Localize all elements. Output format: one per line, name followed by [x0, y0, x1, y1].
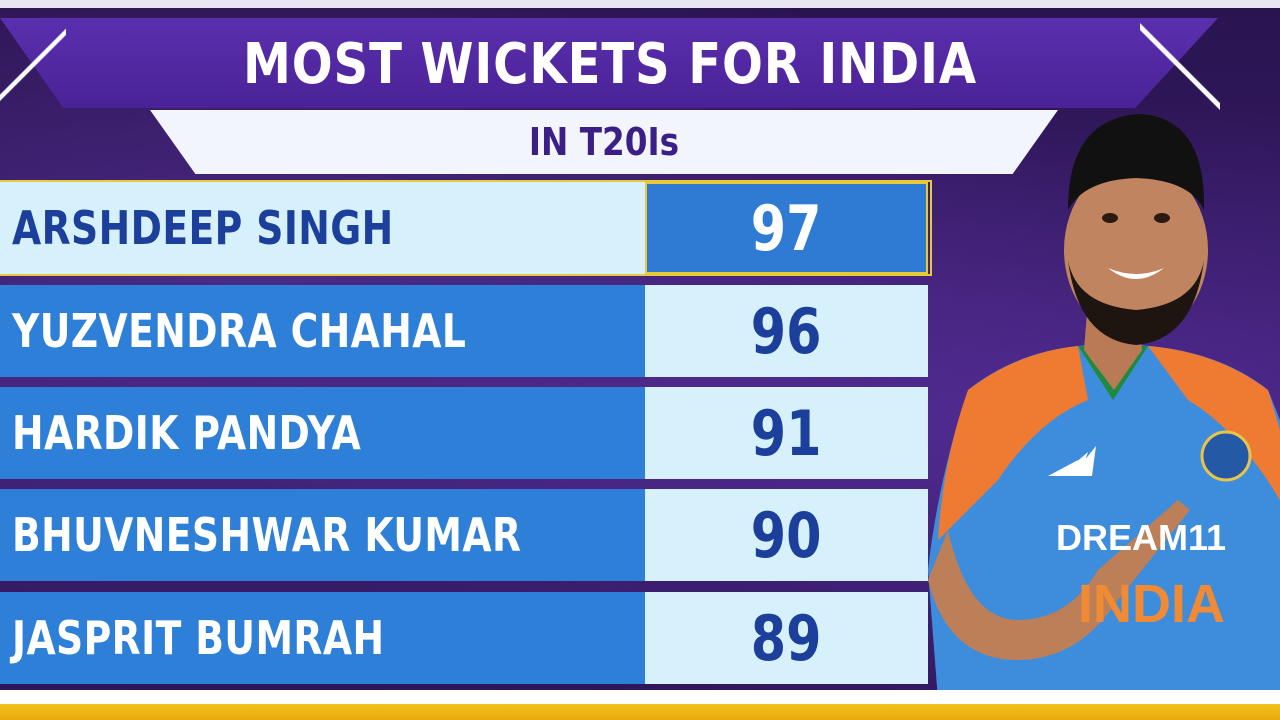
wickets-value: 97: [751, 191, 822, 265]
player-illustration: DREAM11 INDIA: [928, 114, 1280, 700]
jersey-sponsor: DREAM11: [1056, 517, 1226, 558]
banner-edge-left: [0, 18, 66, 110]
player-name: BHUVNESHWAR KUMAR: [12, 508, 522, 562]
player-name-cell: YUZVENDRA CHAHAL: [0, 285, 645, 377]
page-title: MOST WICKETS FOR INDIA: [242, 31, 978, 97]
eye-right: [1154, 213, 1170, 223]
player-name: ARSHDEEP SINGH: [12, 201, 394, 255]
player-name-cell: BHUVNESHWAR KUMAR: [0, 489, 645, 581]
player-name: JASPRIT BUMRAH: [12, 611, 385, 665]
arm: [928, 500, 1190, 660]
player-name-cell: ARSHDEEP SINGH: [0, 182, 645, 274]
beard: [1068, 260, 1204, 345]
table-row: ARSHDEEP SINGH 97: [0, 180, 932, 276]
wickets-value: 91: [751, 396, 822, 470]
table-row: HARDIK PANDYA 91: [0, 387, 930, 479]
wickets-cell: 96: [645, 285, 928, 377]
bottom-bar: [0, 690, 1280, 720]
wickets-cell: 90: [645, 489, 928, 581]
wickets-value: 96: [751, 294, 822, 368]
jersey-shoulder-left: [938, 346, 1088, 540]
smile: [1108, 268, 1164, 279]
wickets-cell: 91: [645, 387, 928, 479]
jersey-shoulder-right: [1148, 346, 1280, 500]
wickets-value: 90: [751, 498, 822, 572]
banner-edge-right: [1140, 18, 1220, 110]
turban: [1068, 114, 1205, 210]
player-name: YUZVENDRA CHAHAL: [12, 304, 467, 358]
wickets-cell: 89: [645, 592, 928, 684]
player-name-cell: JASPRIT BUMRAH: [0, 592, 645, 684]
face: [1064, 162, 1208, 338]
table-row: BHUVNESHWAR KUMAR 90: [0, 489, 930, 581]
title-banner: [0, 18, 1218, 108]
table-row: YUZVENDRA CHAHAL 96: [0, 285, 930, 377]
wickets-cell: 97: [645, 182, 928, 274]
player-name-cell: HARDIK PANDYA: [0, 387, 645, 479]
page-subtitle: IN T20Is: [528, 120, 680, 164]
crest-icon: [1200, 430, 1252, 482]
jersey-text: INDIA: [1078, 574, 1225, 634]
wickets-value: 89: [751, 601, 822, 675]
table-row: JASPRIT BUMRAH 89: [0, 592, 930, 684]
brand-logo-icon: [1048, 446, 1096, 476]
subtitle-banner: [150, 110, 1058, 174]
player-name: HARDIK PANDYA: [12, 406, 362, 460]
eye-left: [1102, 213, 1118, 223]
